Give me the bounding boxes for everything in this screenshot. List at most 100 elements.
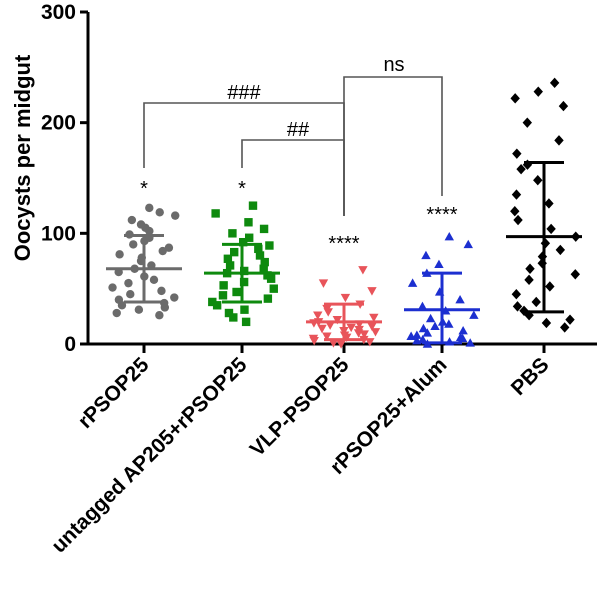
data-point bbox=[170, 293, 179, 302]
data-point bbox=[224, 308, 234, 318]
comparison-bracket bbox=[241, 139, 345, 216]
significance-annotation: **** bbox=[426, 204, 457, 226]
data-point bbox=[354, 325, 364, 335]
data-point bbox=[560, 322, 570, 333]
data-point bbox=[248, 201, 258, 210]
data-point bbox=[513, 214, 523, 226]
data-point bbox=[510, 206, 520, 217]
data-point bbox=[232, 287, 241, 297]
x-tick-label: VLP-PSOP25 bbox=[246, 353, 354, 461]
data-point bbox=[223, 254, 233, 263]
data-point bbox=[115, 250, 124, 259]
data-point bbox=[228, 229, 237, 238]
data-point bbox=[425, 313, 436, 323]
y-tick-label: 100 bbox=[41, 222, 76, 245]
data-point bbox=[430, 321, 440, 330]
data-point bbox=[444, 319, 454, 328]
data-point bbox=[124, 278, 133, 288]
data-point bbox=[332, 315, 343, 325]
data-point bbox=[127, 215, 137, 225]
comparison-bracket bbox=[343, 76, 443, 216]
comparison-label: ns bbox=[383, 54, 404, 76]
data-point bbox=[370, 328, 381, 337]
data-point bbox=[229, 313, 238, 322]
data-point bbox=[336, 340, 346, 349]
y-axis-title: Oocysts per midgut bbox=[10, 54, 35, 261]
data-point bbox=[260, 257, 269, 267]
data-point bbox=[313, 311, 323, 320]
data-point bbox=[565, 314, 575, 325]
data-point bbox=[155, 311, 164, 320]
data-point bbox=[340, 293, 351, 303]
comparison-label: ## bbox=[287, 119, 310, 141]
data-point bbox=[239, 266, 249, 276]
x-tick-label: rPSOP25 bbox=[74, 353, 154, 433]
data-point bbox=[149, 275, 159, 285]
data-point bbox=[544, 198, 554, 209]
data-point bbox=[533, 86, 543, 97]
data-point bbox=[211, 209, 220, 218]
data-point bbox=[525, 263, 535, 274]
data-point bbox=[269, 284, 278, 293]
data-point bbox=[112, 308, 121, 318]
data-point bbox=[225, 261, 235, 270]
data-point bbox=[157, 286, 166, 296]
data-point bbox=[328, 339, 339, 348]
data-point bbox=[325, 321, 335, 330]
data-point bbox=[353, 329, 364, 338]
data-point bbox=[129, 240, 138, 249]
data-point bbox=[469, 310, 479, 319]
data-point bbox=[524, 310, 534, 321]
data-point bbox=[136, 220, 146, 229]
x-tick-label: PBS bbox=[507, 353, 554, 400]
data-point bbox=[434, 259, 444, 269]
data-point bbox=[549, 77, 560, 89]
data-point bbox=[158, 246, 167, 256]
data-point bbox=[512, 148, 522, 159]
x-tick-label: untagged AP205+rPSOP25 bbox=[47, 353, 252, 558]
data-point bbox=[455, 332, 466, 342]
data-point bbox=[570, 269, 580, 280]
data-point bbox=[558, 100, 569, 112]
data-point bbox=[510, 93, 520, 104]
data-point bbox=[516, 163, 526, 175]
significance-annotation: **** bbox=[328, 233, 359, 255]
significance-annotation: * bbox=[238, 178, 246, 200]
data-point bbox=[359, 330, 369, 339]
data-point bbox=[465, 338, 475, 347]
data-point bbox=[455, 295, 465, 304]
data-point bbox=[412, 330, 422, 339]
data-point bbox=[524, 274, 534, 286]
data-point bbox=[155, 208, 164, 217]
data-point bbox=[365, 338, 375, 347]
data-point bbox=[263, 294, 273, 303]
data-point bbox=[537, 258, 547, 269]
data-point bbox=[241, 317, 251, 327]
data-point bbox=[108, 283, 117, 292]
data-point bbox=[367, 322, 377, 331]
data-point bbox=[308, 334, 319, 344]
data-point bbox=[164, 243, 174, 252]
data-point bbox=[367, 287, 377, 296]
y-tick-label: 200 bbox=[41, 112, 76, 135]
y-tick-label: 0 bbox=[64, 333, 76, 356]
data-point bbox=[555, 244, 566, 256]
data-point bbox=[522, 117, 532, 128]
data-point bbox=[537, 251, 548, 262]
data-point bbox=[218, 291, 228, 300]
data-point bbox=[463, 239, 473, 249]
data-point bbox=[554, 135, 564, 146]
data-point bbox=[239, 237, 248, 247]
data-point bbox=[511, 289, 522, 300]
data-point bbox=[212, 301, 222, 310]
data-point bbox=[263, 271, 272, 280]
data-point bbox=[318, 279, 329, 288]
labels: 0 100 200 300 Oocysts per midgut rPSOP25untag… bbox=[10, 1, 554, 558]
data-point bbox=[208, 297, 217, 307]
data-point bbox=[541, 317, 552, 329]
data-point bbox=[244, 218, 253, 227]
data-point bbox=[255, 251, 265, 260]
data-point bbox=[114, 295, 124, 304]
data-point bbox=[546, 223, 556, 235]
